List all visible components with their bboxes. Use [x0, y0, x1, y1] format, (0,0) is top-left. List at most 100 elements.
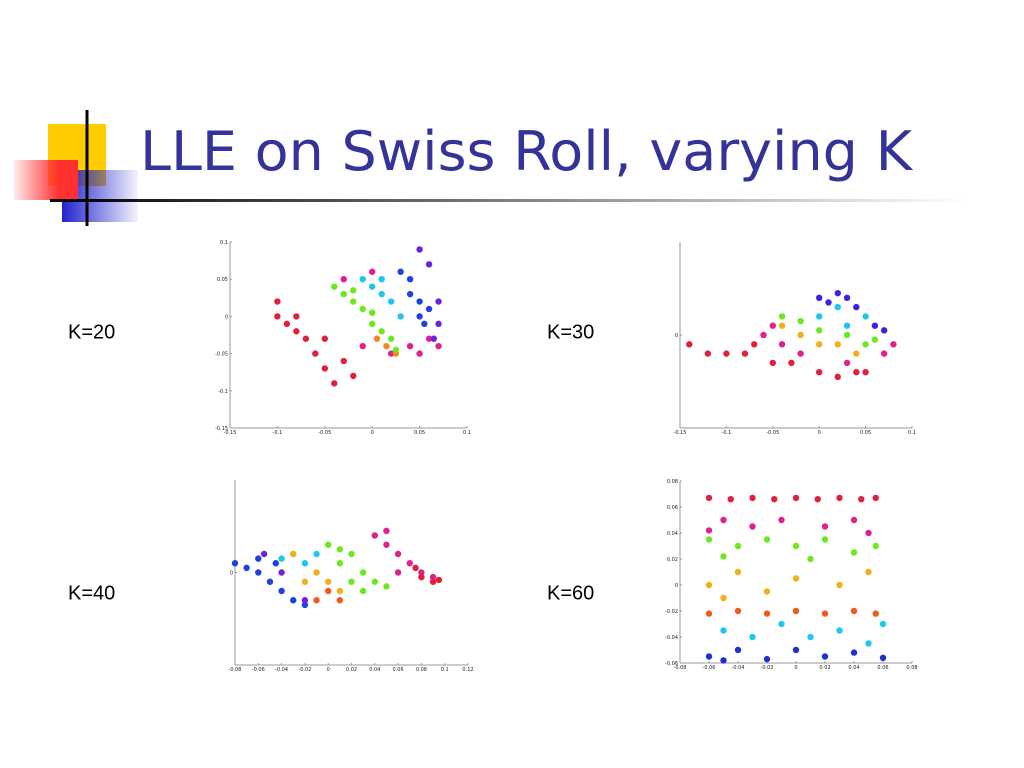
scatter-point: [392, 346, 400, 354]
scatter-point: [387, 335, 395, 342]
scatter-point: [350, 372, 357, 380]
scatter-point: [723, 350, 730, 357]
scatter-point: [763, 536, 771, 543]
scatter-point: [359, 276, 366, 283]
scatter-point: [387, 298, 395, 305]
scatter-point: [836, 627, 843, 634]
slide-title: LLE on Swiss Roll, varying K: [140, 120, 914, 183]
panel-title: K=40: [68, 582, 115, 604]
scatter-point: [705, 527, 713, 534]
x-tick-label: -0.15: [224, 430, 237, 436]
scatter-point: [429, 573, 437, 581]
scatter-point: [734, 646, 742, 654]
scatter-point: [769, 359, 776, 367]
scatter-point: [862, 369, 869, 376]
scatter-point: [850, 607, 858, 615]
scatter-point: [359, 569, 367, 576]
scatter-point: [331, 380, 338, 387]
scatter-point: [430, 335, 438, 342]
y-tick-label: 0.1: [220, 240, 228, 246]
scatter-point: [778, 620, 785, 628]
x-tick-label: -0.08: [229, 667, 242, 673]
x-tick-label: 0: [371, 430, 374, 436]
scatter-point: [720, 657, 727, 664]
x-tick-label: 0.02: [346, 667, 357, 673]
scatter-point: [350, 298, 357, 305]
scatter-point: [872, 610, 879, 617]
scatter-point: [359, 587, 367, 595]
deco-red: [14, 160, 78, 200]
scatter-point: [435, 576, 443, 584]
x-tick-label: -0.02: [298, 667, 311, 673]
scatter-point: [834, 289, 841, 297]
x-tick-label: -0.1: [273, 430, 283, 436]
scatter-point: [834, 373, 841, 381]
x-tick-label: 0: [794, 665, 797, 671]
scatter-point: [836, 494, 843, 502]
scatter-point: [705, 610, 713, 617]
scatter-point: [272, 560, 279, 567]
scatter-point: [769, 322, 776, 329]
scatter-point: [425, 335, 433, 342]
scatter-point: [421, 320, 428, 328]
x-tick-label: 0.06: [393, 667, 404, 673]
scatter-point: [749, 633, 756, 641]
scatter-point: [890, 341, 897, 348]
scatter-point: [406, 276, 414, 283]
scatter-point: [418, 569, 425, 576]
scatter-point: [378, 276, 385, 283]
scatter-point: [383, 583, 390, 590]
scatter-point: [862, 313, 869, 320]
scatter-point: [871, 336, 879, 343]
scatter-point: [792, 607, 800, 615]
scatter-point: [814, 496, 821, 503]
scatter-point: [821, 653, 829, 660]
scatter-point: [301, 597, 309, 604]
scatter-point: [435, 342, 442, 350]
scatter-point: [816, 327, 823, 334]
scatter-point: [313, 597, 320, 604]
scatter-point: [321, 365, 328, 372]
scatter-point: [340, 357, 347, 365]
scatter-point: [760, 331, 767, 339]
scatter-point: [792, 575, 800, 582]
scatter-point: [429, 578, 437, 585]
y-tick-label: -0.02: [665, 609, 678, 615]
scatter-point: [778, 516, 785, 524]
scatter-point: [369, 309, 376, 316]
scatter-point: [749, 494, 756, 502]
scatter-point: [778, 322, 786, 329]
scatter-point: [313, 569, 320, 576]
scatter-point: [843, 359, 851, 367]
scatter-point: [301, 560, 309, 567]
panel-title: K=30: [547, 321, 594, 343]
scatter-point: [797, 331, 804, 339]
scatter-point: [373, 335, 381, 342]
x-tick-label: -0.08: [674, 665, 687, 671]
scatter-point: [879, 654, 887, 661]
scatter-point: [749, 523, 756, 530]
scatter-point: [843, 294, 851, 301]
scatter-point: [821, 523, 829, 530]
scatter-point: [843, 331, 851, 339]
scatter-point: [313, 550, 320, 558]
scatter-point: [378, 328, 385, 335]
x-tick-label: -0.06: [703, 665, 716, 671]
scatter-point: [734, 568, 742, 576]
scatter-point: [797, 317, 804, 325]
scatter-point: [416, 350, 423, 357]
scatter-point: [751, 341, 758, 348]
scatter-point: [720, 594, 727, 602]
scatter-point: [792, 494, 800, 502]
scatter-point: [821, 536, 829, 543]
scatter-point: [378, 290, 385, 298]
scatter-point: [705, 581, 713, 589]
scatter-point: [741, 350, 749, 357]
scatter-point: [312, 350, 319, 357]
y-tick-label: 0: [675, 333, 678, 339]
scatter-point: [686, 341, 693, 348]
scatter-point: [425, 305, 433, 313]
scatter-point: [290, 550, 297, 558]
scatter-point: [720, 516, 727, 524]
scatter-point: [853, 350, 860, 357]
